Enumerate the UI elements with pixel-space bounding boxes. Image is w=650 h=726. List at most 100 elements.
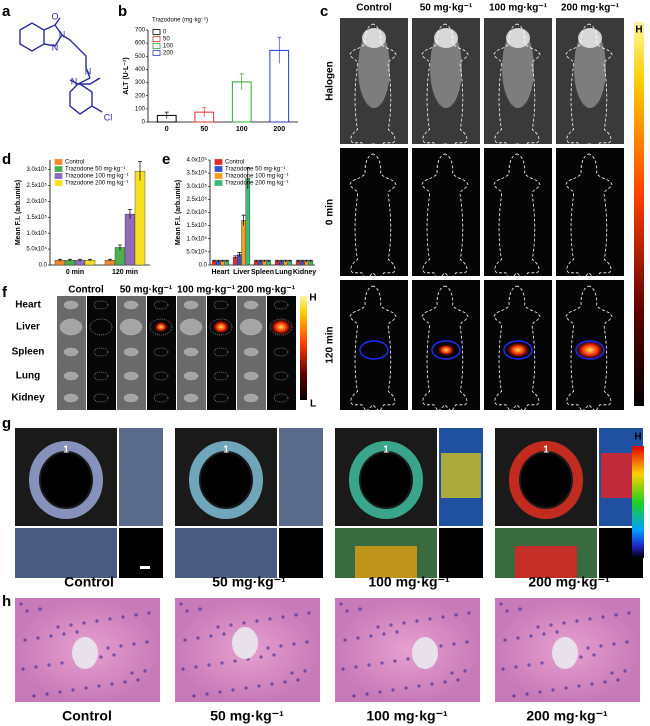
y-tick-label: 2.5x10⁵ bbox=[26, 182, 47, 189]
nucleus bbox=[616, 678, 620, 682]
label: H bbox=[309, 293, 316, 304]
nucleus bbox=[627, 611, 631, 615]
nucleus bbox=[579, 655, 583, 659]
y-tick-label: 200 bbox=[135, 93, 146, 99]
y-tick-label: 0.0 bbox=[199, 263, 208, 269]
error-bar bbox=[224, 259, 229, 262]
legend-label: Trazodone 100 mg·kg⁻¹ bbox=[225, 174, 289, 180]
x-tick-label: Liver bbox=[233, 269, 250, 276]
label: H bbox=[635, 25, 642, 36]
nucleus bbox=[391, 688, 395, 692]
nucleus bbox=[536, 625, 540, 629]
legend-swatch bbox=[214, 173, 223, 179]
legend-label: Trazodone 50 mg·kg⁻¹ bbox=[225, 167, 285, 173]
nucleus bbox=[181, 667, 185, 671]
row-label: Halogen bbox=[325, 61, 336, 100]
legend-label: 200 bbox=[163, 51, 174, 57]
head-signal bbox=[434, 28, 458, 48]
error-bar bbox=[266, 259, 271, 262]
organ-outline bbox=[149, 318, 173, 336]
legend-label: 100 bbox=[163, 44, 174, 50]
error-bar bbox=[220, 259, 225, 262]
nucleus bbox=[220, 661, 224, 665]
error-bar bbox=[275, 259, 280, 262]
nucleus bbox=[147, 611, 151, 615]
label: b bbox=[118, 3, 127, 20]
error-bar bbox=[237, 252, 242, 257]
organ-outline bbox=[273, 347, 289, 357]
image-panel bbox=[279, 428, 323, 526]
scan-signal bbox=[515, 546, 577, 578]
error-bar bbox=[164, 111, 169, 119]
organ bbox=[243, 347, 259, 357]
x-tick-label: 0 min bbox=[66, 269, 84, 276]
label: 100 mg·kg⁻¹ bbox=[489, 3, 548, 14]
bar bbox=[245, 178, 251, 266]
label: Heart bbox=[15, 300, 41, 311]
y-tick-label: 500 bbox=[135, 54, 146, 60]
nucleus bbox=[369, 634, 373, 638]
mouse-outline bbox=[493, 23, 541, 151]
y-tick-label: 300 bbox=[135, 80, 146, 86]
scan-signal bbox=[355, 546, 417, 578]
y-tick-label: 700 bbox=[135, 28, 146, 34]
y-tick-label: 0 bbox=[142, 120, 146, 126]
label: Control bbox=[62, 708, 112, 724]
label: d bbox=[2, 151, 11, 168]
image-panel bbox=[207, 296, 236, 410]
legend-label: 50 bbox=[163, 37, 170, 43]
scan-lumen bbox=[41, 453, 91, 507]
label: 50 mg·kg⁻¹ bbox=[420, 3, 473, 14]
nucleus bbox=[23, 638, 27, 642]
legend-swatch bbox=[214, 180, 223, 186]
nucleus bbox=[404, 686, 408, 690]
y-tick-label: 2.0x10⁵ bbox=[186, 209, 207, 216]
organ bbox=[63, 347, 79, 357]
error-bar bbox=[296, 259, 301, 262]
legend-swatch bbox=[54, 159, 63, 165]
nucleus bbox=[345, 609, 349, 613]
label: 1 bbox=[223, 445, 229, 456]
organ-outline bbox=[93, 300, 109, 310]
nucleus bbox=[45, 692, 49, 696]
row-label: 120 min bbox=[325, 326, 336, 363]
nucleus bbox=[452, 642, 456, 646]
nucleus bbox=[586, 646, 590, 650]
head-signal bbox=[362, 28, 386, 48]
nucleus bbox=[207, 663, 211, 667]
label: f bbox=[2, 284, 8, 301]
nucleus bbox=[270, 682, 274, 686]
label: 200 mg·kg⁻¹ bbox=[237, 285, 296, 296]
mouse-outline bbox=[565, 153, 613, 281]
nucleus bbox=[283, 680, 287, 684]
legend-swatch bbox=[152, 36, 161, 42]
mouse-outline bbox=[421, 153, 469, 281]
nucleus bbox=[378, 690, 382, 694]
nucleus bbox=[281, 615, 285, 619]
image-panel bbox=[556, 148, 624, 276]
nucleus bbox=[454, 613, 458, 617]
error-bar bbox=[128, 208, 132, 219]
nucleus bbox=[499, 602, 503, 606]
x-tick-label: Kidney bbox=[293, 269, 316, 276]
nucleus bbox=[196, 636, 200, 640]
nucleus bbox=[292, 642, 296, 646]
mouse-outline bbox=[349, 153, 397, 281]
error-bar bbox=[254, 259, 259, 262]
nucleus bbox=[290, 671, 294, 675]
error-bar bbox=[283, 259, 288, 262]
organ bbox=[123, 347, 139, 357]
nucleus bbox=[34, 665, 38, 669]
organ-signal bbox=[212, 320, 230, 334]
image-panel bbox=[119, 528, 163, 578]
nucleus bbox=[194, 665, 198, 669]
error-bar bbox=[216, 259, 221, 262]
nucleus bbox=[415, 619, 419, 623]
nucleus bbox=[32, 694, 36, 698]
nucleus bbox=[110, 682, 114, 686]
nucleus bbox=[179, 602, 183, 606]
nucleus bbox=[467, 611, 471, 615]
organ-outline bbox=[273, 371, 289, 381]
x-tick-label: 50 bbox=[200, 126, 208, 133]
organ bbox=[243, 393, 259, 403]
